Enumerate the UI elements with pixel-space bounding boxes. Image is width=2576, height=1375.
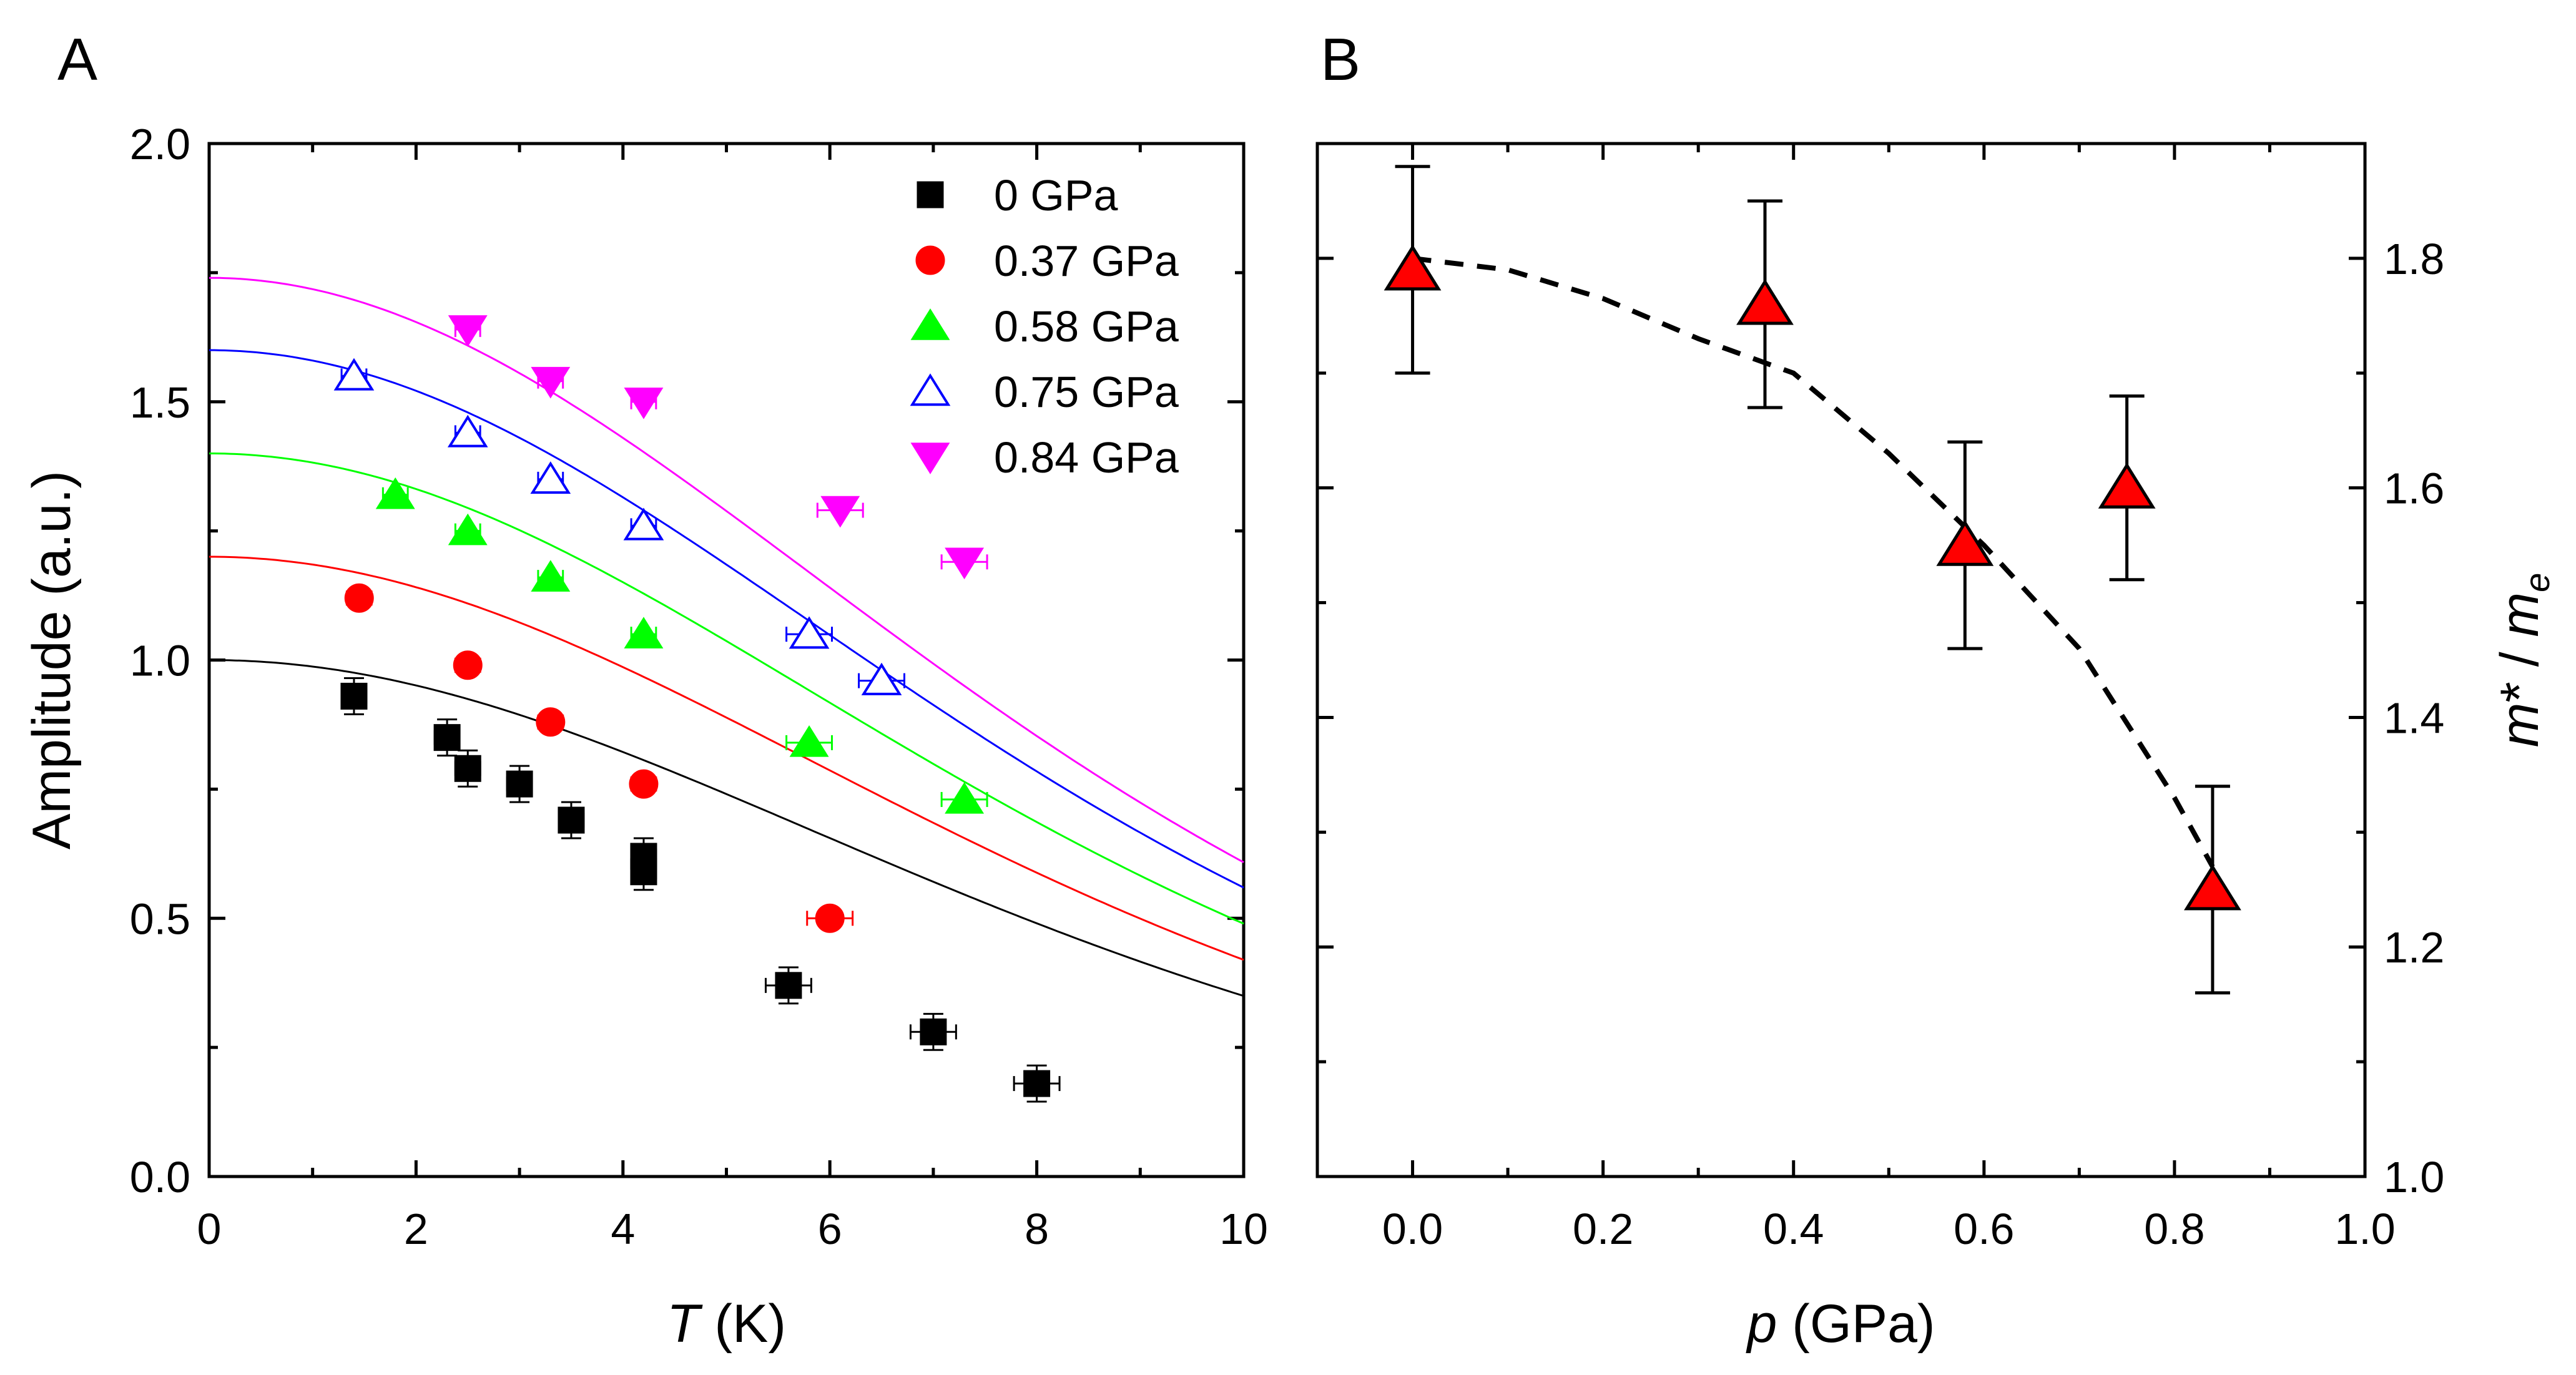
y-tick-label-a: 1.0 — [130, 637, 190, 685]
data-point-b — [1936, 519, 1994, 566]
data-point-1 — [344, 583, 374, 613]
data-point-2 — [375, 477, 415, 509]
legend-marker-3 — [910, 373, 951, 406]
x-tick-label-b: 0.6 — [1954, 1205, 2014, 1253]
y-tick-label-b: 1.0 — [2384, 1153, 2444, 1201]
y-tick-label-b: 1.4 — [2384, 693, 2444, 742]
data-point-2 — [448, 513, 488, 546]
legend-marker-4 — [910, 443, 950, 474]
fit-dashed-line — [1412, 255, 2215, 868]
fit-curve-0 — [209, 659, 1244, 997]
plot-frame-b — [1315, 142, 2367, 1178]
y-tick-label-a: 2.0 — [130, 120, 190, 169]
x-tick-label-b: 0.0 — [1382, 1205, 1443, 1253]
data-point-3 — [333, 358, 375, 391]
y-axis-label-b: m* / me — [2490, 573, 2557, 748]
x-tick-label-a: 10 — [1219, 1205, 1268, 1253]
data-point-2 — [789, 725, 829, 757]
data-point-4 — [820, 496, 860, 528]
panel-b-label: B — [1320, 26, 1360, 93]
data-point-4 — [624, 388, 664, 419]
data-point-b — [2184, 864, 2241, 911]
data-point-b — [2098, 462, 2156, 509]
legend-label-0: 0 GPa — [994, 171, 1118, 220]
x-tick-label-a: 8 — [1025, 1205, 1049, 1253]
data-point-0 — [630, 858, 657, 886]
y-tick-label-b: 1.2 — [2384, 923, 2444, 972]
data-point-4 — [531, 366, 571, 399]
x-tick-label-b: 0.4 — [1763, 1205, 1824, 1253]
data-point-4 — [945, 547, 985, 580]
legend-label-3: 0.75 GPa — [994, 368, 1179, 416]
y-axis-label-a: Amplitude (a.u.) — [22, 471, 82, 849]
legend-label-1: 0.37 GPa — [994, 237, 1179, 285]
data-point-1 — [536, 707, 566, 737]
fit-curve-1 — [209, 555, 1244, 961]
panel-a-label: A — [57, 26, 97, 93]
x-tick-label-a: 0 — [197, 1205, 222, 1253]
data-point-b — [1736, 278, 1794, 325]
y-tick-label-a: 1.5 — [130, 378, 190, 427]
data-point-0 — [558, 806, 585, 834]
panel-a: A 0 2 4 6 8 10 0.0 0.5 1.0 1.5 2.0 T (K) Amplitude (… — [22, 26, 1268, 1354]
data-point-1 — [453, 650, 483, 680]
data-point-2 — [531, 560, 571, 592]
y-tick-label-b: 1.8 — [2384, 235, 2444, 283]
data-point-3 — [789, 616, 830, 649]
legend-marker-1 — [915, 245, 945, 275]
fit-curve-3 — [209, 349, 1244, 889]
data-point-0 — [1023, 1070, 1051, 1097]
data-point-2 — [945, 782, 985, 814]
data-point-0 — [920, 1018, 947, 1045]
data-point-3 — [623, 507, 664, 541]
fit-curve-4 — [209, 276, 1244, 863]
legend-marker-0 — [917, 181, 944, 208]
x-tick-label-b: 0.2 — [1573, 1205, 1633, 1253]
data-point-3 — [530, 461, 571, 494]
data-point-2 — [624, 617, 664, 648]
data-point-b — [1384, 244, 1442, 291]
x-tick-label-b: 1.0 — [2334, 1205, 2395, 1253]
data-point-4 — [448, 315, 488, 347]
y-tick-label-a: 0.5 — [130, 894, 190, 943]
data-point-3 — [861, 662, 902, 695]
data-point-0 — [454, 755, 481, 782]
data-point-0 — [340, 682, 368, 710]
data-point-0 — [433, 724, 461, 751]
fit-curve-2 — [209, 453, 1244, 925]
y-tick-label-b: 1.6 — [2384, 464, 2444, 513]
x-tick-label-a: 2 — [404, 1205, 428, 1253]
data-point-0 — [775, 972, 802, 999]
data-point-0 — [506, 770, 533, 798]
x-tick-label-b: 0.8 — [2144, 1205, 2205, 1253]
x-axis-label-a: T (K) — [667, 1294, 786, 1354]
legend-marker-2 — [910, 308, 950, 340]
x-axis-label-b: p (GPa) — [1745, 1294, 1935, 1354]
legend-label-4: 0.84 GPa — [994, 433, 1179, 482]
y-tick-label-a: 0.0 — [130, 1153, 190, 1201]
panel-b: B 0.0 0.2 0.4 0.6 0.8 1.01.0 1.2 1.4 1.6 1.8 p (GP… — [1315, 26, 2557, 1354]
plot-frame-a — [207, 142, 1246, 1178]
data-point-1 — [629, 769, 659, 799]
x-tick-label-a: 4 — [611, 1205, 635, 1253]
legend-label-2: 0.58 GPa — [994, 302, 1179, 351]
x-tick-label-a: 6 — [818, 1205, 842, 1253]
data-point-3 — [447, 414, 488, 448]
data-point-1 — [815, 903, 845, 933]
